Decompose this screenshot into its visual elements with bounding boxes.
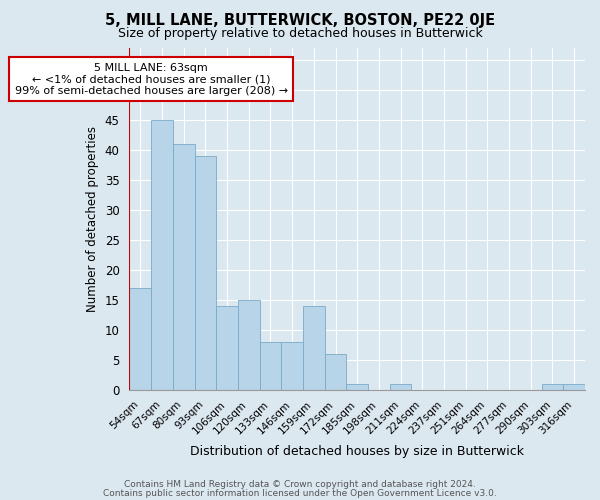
Bar [216,306,238,390]
Text: Contains HM Land Registry data © Crown copyright and database right 2024.: Contains HM Land Registry data © Crown c… [124,480,476,489]
Bar [260,342,281,390]
Text: 5, MILL LANE, BUTTERWICK, BOSTON, PE22 0JE: 5, MILL LANE, BUTTERWICK, BOSTON, PE22 0… [105,12,495,28]
Bar [563,384,585,390]
Bar [151,120,173,390]
Bar [281,342,303,390]
X-axis label: Distribution of detached houses by size in Butterwick: Distribution of detached houses by size … [190,444,524,458]
Bar [130,288,151,390]
Bar [542,384,563,390]
Text: Size of property relative to detached houses in Butterwick: Size of property relative to detached ho… [118,28,482,40]
Bar [173,144,194,390]
Bar [194,156,216,390]
Bar [325,354,346,390]
Bar [238,300,260,390]
Bar [303,306,325,390]
Text: 5 MILL LANE: 63sqm
← <1% of detached houses are smaller (1)
99% of semi-detached: 5 MILL LANE: 63sqm ← <1% of detached hou… [14,62,287,96]
Bar [390,384,412,390]
Text: Contains public sector information licensed under the Open Government Licence v3: Contains public sector information licen… [103,488,497,498]
Bar [346,384,368,390]
Y-axis label: Number of detached properties: Number of detached properties [86,126,99,312]
